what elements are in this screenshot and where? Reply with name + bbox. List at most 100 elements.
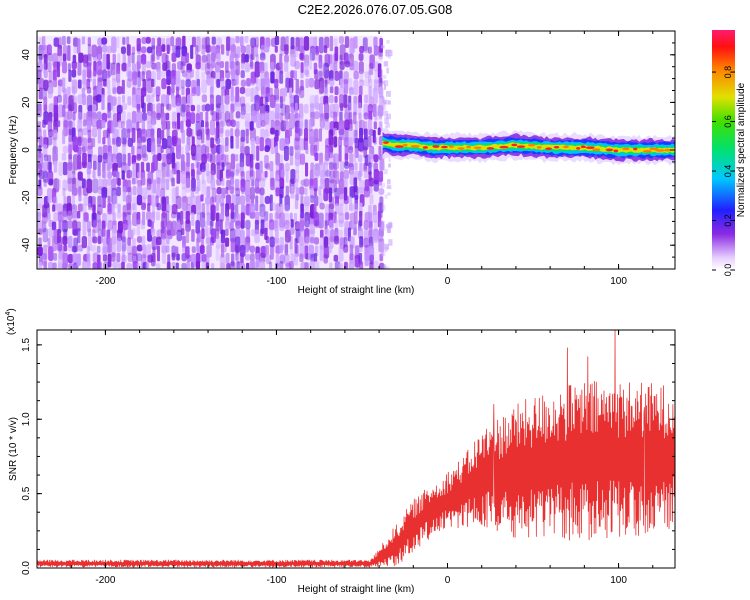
noise-cell: [210, 70, 216, 79]
noise-cell: [67, 45, 71, 61]
noise-cell: [249, 245, 255, 253]
noise-cell: [201, 94, 208, 103]
noise-cell: [97, 160, 101, 177]
noise-cell: [246, 77, 251, 87]
noise-cell: [166, 163, 170, 177]
noise-cell: [221, 162, 225, 171]
noise-cell: [300, 79, 304, 91]
y-tick-label: 40: [21, 49, 32, 61]
noise-cell: [255, 195, 259, 212]
noise-cell: [201, 54, 208, 63]
noise-cell: [156, 69, 161, 81]
noise-cell: [255, 78, 261, 91]
noise-cell: [67, 104, 73, 120]
noise-cell: [185, 227, 190, 244]
noise-cell: [382, 220, 385, 228]
noise-cell: [323, 45, 328, 54]
noise-cell: [48, 111, 53, 124]
noise-cell: [226, 44, 230, 56]
noise-cell: [166, 69, 171, 86]
noise-cell: [175, 186, 179, 199]
noise-cell: [334, 71, 340, 81]
noise-cell: [53, 79, 58, 88]
noise-cell: [71, 187, 78, 196]
noise-cell: [121, 62, 128, 72]
noise-cell: [387, 179, 391, 185]
noise-cell: [313, 36, 318, 50]
noise-cell: [343, 78, 349, 95]
noise-cell: [225, 119, 232, 127]
noise-cell: [383, 264, 387, 269]
noise-cell: [275, 187, 280, 197]
noise-cell: [313, 237, 319, 245]
noise-cell: [387, 192, 391, 196]
noise-cell: [171, 252, 176, 261]
snr-y-axis: 0.0 0.5 1.0 1.5: [21, 337, 675, 575]
noise-cell: [37, 61, 43, 72]
signal-peak: [448, 145, 454, 148]
noise-cell: [156, 177, 161, 189]
noise-cell: [315, 102, 320, 111]
noise-cell: [150, 144, 156, 155]
noise-cell: [254, 177, 260, 194]
noise-cell: [201, 104, 207, 112]
noise-cell: [210, 236, 214, 246]
noise-cell: [209, 119, 215, 136]
noise-cell: [71, 161, 76, 174]
noise-cell: [146, 46, 153, 54]
noise-cell: [368, 128, 374, 137]
noise-cell: [92, 236, 98, 244]
noise-cell: [338, 187, 344, 200]
noise-cell: [373, 179, 379, 192]
noise-cell: [348, 102, 352, 114]
noise-cell: [215, 61, 221, 73]
spectrogram-x-axis: -200 -100 0 100: [36, 31, 654, 287]
noise-cell: [132, 227, 136, 236]
noise-cell: [318, 87, 323, 95]
noise-cell: [363, 162, 368, 172]
noise-cell: [225, 203, 229, 217]
noise-cell: [343, 161, 350, 169]
noise-cell: [289, 212, 293, 221]
noise-cell: [111, 252, 116, 262]
noise-cell: [171, 52, 177, 63]
colorbar-label: Normalized spectral amplitude: [736, 82, 747, 217]
noise-cell: [161, 162, 166, 178]
noise-cell: [77, 227, 81, 244]
noise-cell: [220, 77, 225, 89]
noise-cell: [136, 194, 143, 206]
noise-cell: [170, 36, 175, 47]
noise-cell: [61, 152, 67, 161]
noise-cell: [166, 120, 171, 130]
noise-cell: [363, 219, 369, 231]
noise-cell: [318, 212, 324, 229]
noise-cell: [274, 78, 279, 89]
noise-cell: [330, 62, 335, 71]
noise-cell: [151, 236, 158, 251]
noise-cell: [338, 119, 345, 136]
noise-cell: [142, 153, 149, 162]
noise-cell: [71, 245, 77, 253]
noise-cell: [180, 220, 185, 230]
noise-cell: [172, 135, 177, 147]
noise-cell: [47, 121, 53, 132]
noise-cell: [72, 85, 76, 100]
noise-cell: [260, 245, 267, 258]
noise-cell: [92, 154, 98, 163]
noise-cell: [92, 220, 99, 234]
noise-cell: [368, 177, 374, 187]
noise-cell: [259, 113, 265, 122]
noise-cell: [216, 78, 221, 88]
noise-cell: [382, 75, 387, 79]
noise-cell: [121, 261, 125, 269]
noise-region: [37, 35, 394, 269]
noise-cell: [240, 111, 245, 120]
noise-cell: [126, 78, 132, 88]
signal-peak: [473, 146, 482, 150]
noise-cell: [86, 78, 91, 89]
noise-cell: [284, 244, 289, 256]
noise-cell: [132, 196, 138, 214]
noise-cell: [58, 161, 63, 176]
noise-cell: [161, 78, 167, 90]
noise-cell: [318, 220, 322, 228]
